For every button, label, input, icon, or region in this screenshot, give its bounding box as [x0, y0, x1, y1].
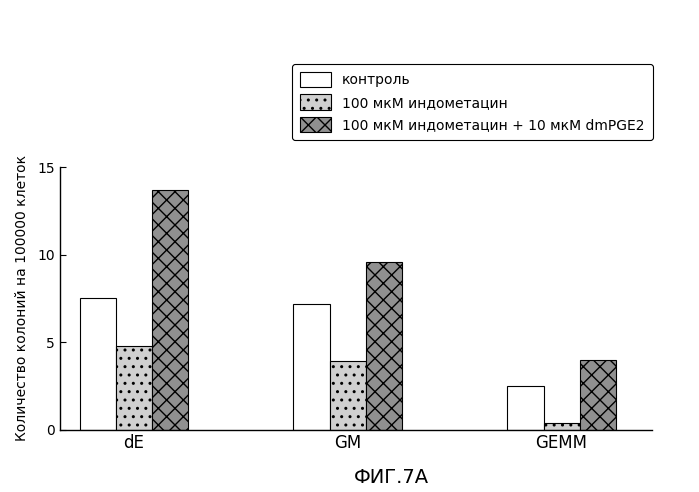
Bar: [152, 190, 188, 430]
Bar: [330, 361, 366, 430]
Bar: [579, 360, 616, 430]
Bar: [507, 386, 544, 430]
Y-axis label: Количество колоний на 100000 клеток: Количество колоний на 100000 клеток: [15, 155, 29, 441]
Bar: [80, 298, 116, 430]
Legend: контроль, 100 мкМ индометацин, 100 мкМ индометацин + 10 мкМ dmPGE2: контроль, 100 мкМ индометацин, 100 мкМ и…: [291, 64, 653, 140]
Text: ФИГ.7А: ФИГ.7А: [354, 468, 429, 487]
Bar: [294, 304, 330, 430]
Bar: [116, 345, 152, 430]
Bar: [366, 262, 402, 430]
Bar: [544, 423, 579, 430]
